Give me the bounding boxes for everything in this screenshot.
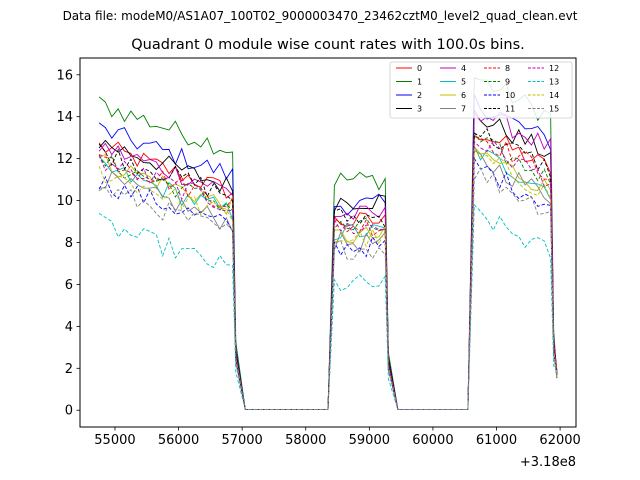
legend-label-7: 7 (461, 105, 466, 114)
series-line-15 (98, 167, 558, 411)
chart-title: Quadrant 0 module wise count rates with … (131, 37, 525, 53)
legend-label-4: 4 (461, 64, 466, 73)
series-line-13 (98, 203, 558, 411)
series-line-2 (98, 94, 558, 411)
legend-label-8: 8 (505, 64, 510, 73)
x-tick-label: 60000 (412, 433, 453, 448)
y-tick-label: 16 (56, 68, 73, 83)
y-tick-label: 14 (56, 110, 73, 125)
x-tick-label: 55000 (94, 433, 135, 448)
legend-label-9: 9 (505, 78, 510, 87)
x-tick-label: 59000 (349, 433, 390, 448)
x-tick-label: 57000 (221, 433, 262, 448)
series-line-9 (98, 131, 558, 411)
x-tick-label: 56000 (158, 433, 199, 448)
legend-frame (389, 61, 573, 119)
series-line-1 (98, 77, 558, 411)
series-line-14 (98, 148, 558, 411)
legend-label-3: 3 (417, 105, 422, 114)
ticks-layer: 55000 56000 57000 58000 59000 60000 61000 62000… (56, 68, 580, 448)
y-tick-label: 2 (65, 362, 73, 377)
y-tick-label: 0 (65, 404, 73, 419)
legend-label-5: 5 (461, 78, 466, 87)
legend-label-14: 14 (549, 91, 559, 100)
x-tick-label: 62000 (539, 433, 580, 448)
legend-label-15: 15 (549, 105, 559, 114)
series-line-10 (98, 156, 558, 411)
chart-suptitle: Data file: modeM0/AS1A07_100T02_90000034… (63, 9, 578, 23)
x-offset-label: +3.18e8 (520, 455, 576, 470)
y-tick-label: 12 (56, 152, 73, 167)
x-tick-label: 58000 (285, 433, 326, 448)
y-tick-label: 10 (56, 194, 73, 209)
legend-label-10: 10 (505, 91, 515, 100)
series-line-3 (98, 108, 558, 411)
series-layer (98, 77, 558, 411)
legend-label-11: 11 (505, 105, 515, 114)
series-line-7 (99, 149, 558, 411)
legend-label-6: 6 (461, 91, 466, 100)
series-line-5 (98, 145, 558, 411)
x-tick-label: 61000 (476, 433, 517, 448)
legend-label-0: 0 (417, 64, 422, 73)
legend-label-12: 12 (549, 64, 559, 73)
y-tick-label: 6 (65, 278, 73, 293)
series-line-12 (98, 139, 558, 411)
y-tick-label: 4 (65, 320, 73, 335)
legend-label-2: 2 (417, 91, 422, 100)
legend-label-1: 1 (417, 78, 422, 87)
legend-label-13: 13 (549, 78, 559, 87)
y-tick-label: 8 (65, 236, 73, 251)
